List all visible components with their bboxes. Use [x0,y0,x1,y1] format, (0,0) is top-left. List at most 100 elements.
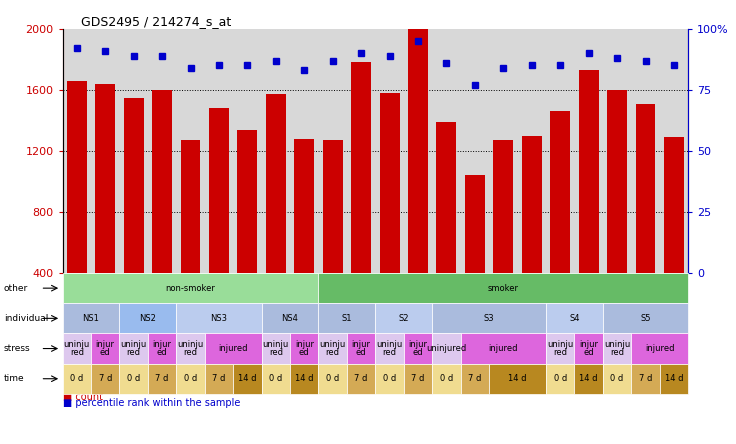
Text: smoker: smoker [488,284,519,293]
Text: uninju
red: uninju red [604,340,630,357]
Text: 7 d: 7 d [212,374,226,383]
Text: ■ percentile rank within the sample: ■ percentile rank within the sample [63,398,240,408]
Bar [636,165,656,334]
Text: 0 d: 0 d [127,374,141,383]
Text: S5: S5 [640,314,651,323]
Text: NS4: NS4 [282,314,299,323]
Text: injur
ed: injur ed [152,340,171,357]
Text: ■ count: ■ count [63,392,102,402]
Bar [152,151,172,334]
Text: other: other [4,284,28,293]
Text: NS3: NS3 [210,314,227,323]
Text: uninjured: uninjured [426,344,467,353]
Bar [124,98,144,273]
Text: 14 d: 14 d [665,374,683,383]
Text: time: time [4,374,24,383]
Text: S2: S2 [399,314,409,323]
Bar [522,136,542,273]
Bar [493,140,513,273]
Text: uninju
red: uninju red [121,340,146,357]
Bar [578,70,598,273]
Bar [522,197,542,334]
Text: 0 d: 0 d [184,374,197,383]
Bar [436,183,456,334]
Text: 14 d: 14 d [295,374,314,383]
Text: NS1: NS1 [82,314,99,323]
Text: 7 d: 7 d [468,374,481,383]
Bar [323,201,343,334]
Text: 14 d: 14 d [238,374,257,383]
Bar [551,172,570,334]
Text: S1: S1 [342,314,352,323]
Bar [351,123,371,334]
Bar [266,94,286,273]
Bar [636,103,656,273]
Bar [294,139,314,273]
Text: 7 d: 7 d [639,374,652,383]
Text: uninju
red: uninju red [177,340,204,357]
Text: 14 d: 14 d [579,374,598,383]
Text: injur
ed: injur ed [579,340,598,357]
Bar [180,140,200,273]
Bar [238,130,258,273]
Bar [152,90,172,273]
Text: 0 d: 0 d [610,374,623,383]
Text: S3: S3 [484,314,495,323]
Text: uninju
red: uninju red [319,340,346,357]
Bar [664,137,684,273]
Bar [67,81,87,273]
Text: injur
ed: injur ed [96,340,115,357]
Text: injured: injured [489,344,518,353]
Text: injur
ed: injur ed [352,340,371,357]
Bar [351,63,371,273]
Text: injured: injured [219,344,248,353]
Text: 0 d: 0 d [553,374,567,383]
Text: uninju
red: uninju red [263,340,289,357]
Text: uninju
red: uninju red [547,340,573,357]
Bar [209,169,229,334]
Text: 0 d: 0 d [269,374,283,383]
Bar [266,155,286,334]
Bar [238,190,258,334]
Text: 14 d: 14 d [509,374,527,383]
Bar [380,93,400,273]
Bar [294,200,314,334]
Bar [124,159,144,334]
Bar [578,131,598,334]
Bar [607,90,627,273]
Bar [465,175,485,273]
Text: injur
ed: injur ed [408,340,428,357]
Bar [95,84,115,273]
Text: GDS2495 / 214274_s_at: GDS2495 / 214274_s_at [81,15,232,28]
Text: individual: individual [4,314,48,323]
Text: 0 d: 0 d [326,374,339,383]
Bar [95,145,115,334]
Bar [493,201,513,334]
Text: uninju
red: uninju red [63,340,90,357]
Bar [67,142,87,334]
Bar [465,236,485,334]
Text: injured: injured [645,344,674,353]
Text: S4: S4 [569,314,580,323]
Bar [180,201,200,334]
Text: 7 d: 7 d [411,374,425,383]
Bar [380,154,400,334]
Text: 0 d: 0 d [383,374,396,383]
Bar [551,111,570,273]
Text: NS2: NS2 [139,314,156,323]
Text: 7 d: 7 d [355,374,368,383]
Bar [323,140,343,273]
Text: uninju
red: uninju red [376,340,403,357]
Text: 7 d: 7 d [155,374,169,383]
Text: 0 d: 0 d [70,374,83,383]
Bar [436,122,456,273]
Text: stress: stress [4,344,30,353]
Bar [664,198,684,334]
Bar [408,11,428,273]
Bar [408,71,428,334]
Bar [209,108,229,273]
Bar [607,151,627,334]
Text: 0 d: 0 d [440,374,453,383]
Text: non-smoker: non-smoker [166,284,216,293]
Text: 7 d: 7 d [99,374,112,383]
